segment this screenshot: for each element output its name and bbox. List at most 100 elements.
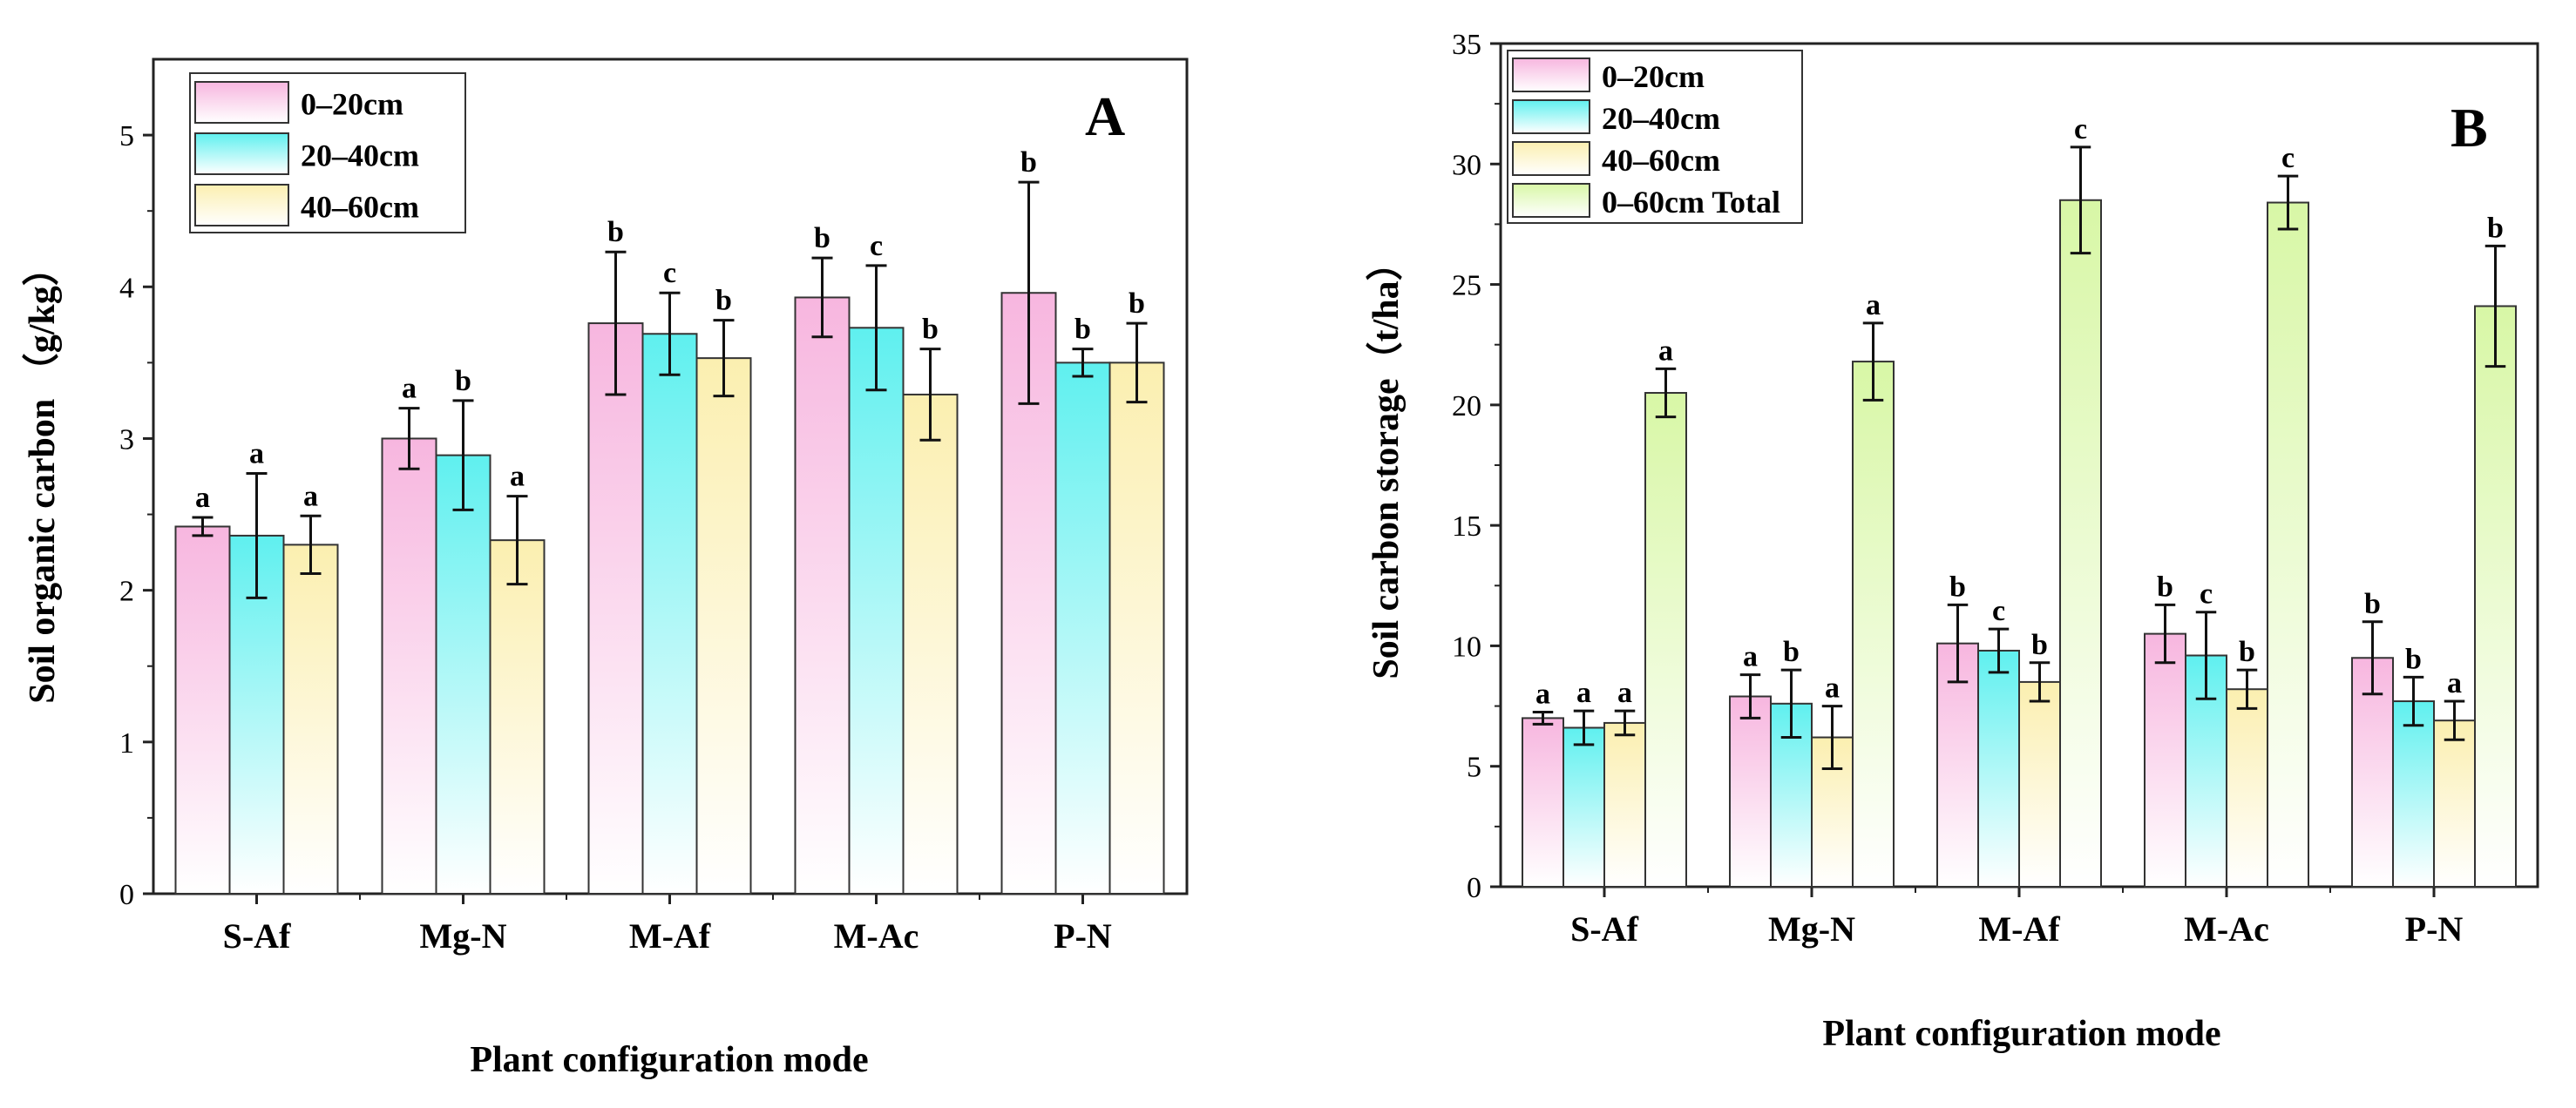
bar [641,333,698,895]
significance-label: a [1576,677,1591,709]
bar [902,393,959,895]
bar [2351,657,2394,888]
bar [695,357,752,895]
significance-label: b [1129,287,1145,320]
bar [282,544,339,895]
significance-label: a [249,438,264,470]
panel-a-x-axis: S-Af Mg-N M-Af M-Ac P-N [223,894,1112,956]
bar [1522,717,1564,888]
panel-a-bars: a a a a b a b c b b c b b b b [174,146,1165,895]
bar [2185,654,2227,888]
legend-label: 20–40cm [1602,101,1720,136]
y-tick-label: 4 [119,272,134,304]
significance-label: c [2200,578,2213,611]
bar [381,437,437,895]
legend-label: 0–20cm [301,87,403,122]
y-tick-label: 3 [119,423,134,456]
significance-label: b [2239,636,2255,668]
significance-label: a [1743,641,1758,673]
x-category-label: P-N [2405,909,2464,949]
x-category-label: Mg-N [420,916,507,956]
significance-label: a [402,373,417,405]
bar [587,322,644,895]
legend-label: 40–60cm [301,190,419,225]
legend-label: 0–60cm Total [1602,185,1780,220]
bar [2474,305,2517,888]
y-tick-label: 1 [119,727,134,760]
panel-b-y-axis-title: Soil carbon storage（t/ha） [1366,244,1407,679]
x-category-label: M-Af [629,916,711,956]
x-category-label: S-Af [223,916,291,956]
significance-label: a [1535,678,1550,710]
panel-a-y-axis: 0 1 2 3 4 5 [119,120,153,911]
significance-label: b [922,314,939,346]
significance-label: b [455,365,471,397]
y-tick-label: 20 [1452,390,1481,422]
panel-b-x-axis: S-Af Mg-N M-Af M-Ac P-N [1570,887,2463,949]
y-tick-label: 25 [1452,270,1481,302]
legend-label: 0–20cm [1602,59,1705,94]
bar [1977,649,2020,888]
bar [2433,720,2476,888]
y-tick-label: 5 [1467,752,1481,784]
bar [2018,680,2061,888]
significance-label: b [2157,571,2173,603]
legend-swatch [1512,141,1590,176]
significance-label: b [814,222,830,254]
legend-swatch [194,132,289,175]
significance-label: b [2364,588,2381,620]
y-tick-label: 0 [1467,872,1481,904]
x-category-label: M-Ac [2184,909,2269,949]
bar [794,296,851,895]
legend-swatch [1512,57,1590,92]
significance-label: b [1949,571,1966,603]
significance-label: a [2447,667,2462,699]
bar [2392,700,2435,888]
y-tick-label: 30 [1452,149,1481,181]
panel-a-y-axis-title: Soil organic carbon （g/kg） [22,249,63,704]
bar [1729,695,1772,888]
bar [489,539,546,895]
y-tick-label: 35 [1452,29,1481,61]
bar [1603,721,1646,888]
significance-label: c [1992,595,2005,627]
bar [848,327,905,895]
legend-label: 40–60cm [1602,143,1720,178]
bar [1108,361,1165,895]
bar [2267,201,2309,888]
bar [1054,361,1111,895]
legend-swatch [1512,183,1590,218]
x-category-label: P-N [1054,916,1112,956]
significance-label: a [1825,672,1840,705]
panel-b-label: B [2451,97,2488,159]
legend-label: 20–40cm [301,138,419,173]
bar [1644,392,1687,888]
panel-a-legend: 0–20cm 20–40cm 40–60cm [189,72,466,233]
significance-label: a [303,480,318,512]
y-tick-label: 10 [1452,631,1481,663]
significance-label: c [870,230,883,262]
significance-label: a [1617,677,1632,709]
significance-label: b [607,216,624,248]
panel-b-x-axis-title: Plant configuration mode [1822,1014,2220,1054]
significance-label: b [1783,636,1800,668]
significance-label: b [2405,643,2422,675]
significance-label: c [2074,113,2087,145]
panel-a-label: A [1085,85,1125,147]
significance-label: b [2487,212,2504,244]
panel-b-legend: 0–20cm 20–40cm 40–60cm 0–60cm Total [1507,50,1803,224]
significance-label: c [2281,142,2295,174]
bar [2144,632,2186,888]
y-tick-label: 5 [119,120,134,152]
x-category-label: M-Af [1978,909,2060,949]
bar [2226,688,2268,888]
y-tick-label: 2 [119,576,134,608]
legend-swatch [194,184,289,226]
y-tick-label: 0 [119,879,134,911]
significance-label: a [510,461,525,493]
legend-swatch [194,81,289,124]
bar [1852,361,1895,888]
significance-label: a [1658,334,1673,367]
x-category-label: S-Af [1570,909,1638,949]
